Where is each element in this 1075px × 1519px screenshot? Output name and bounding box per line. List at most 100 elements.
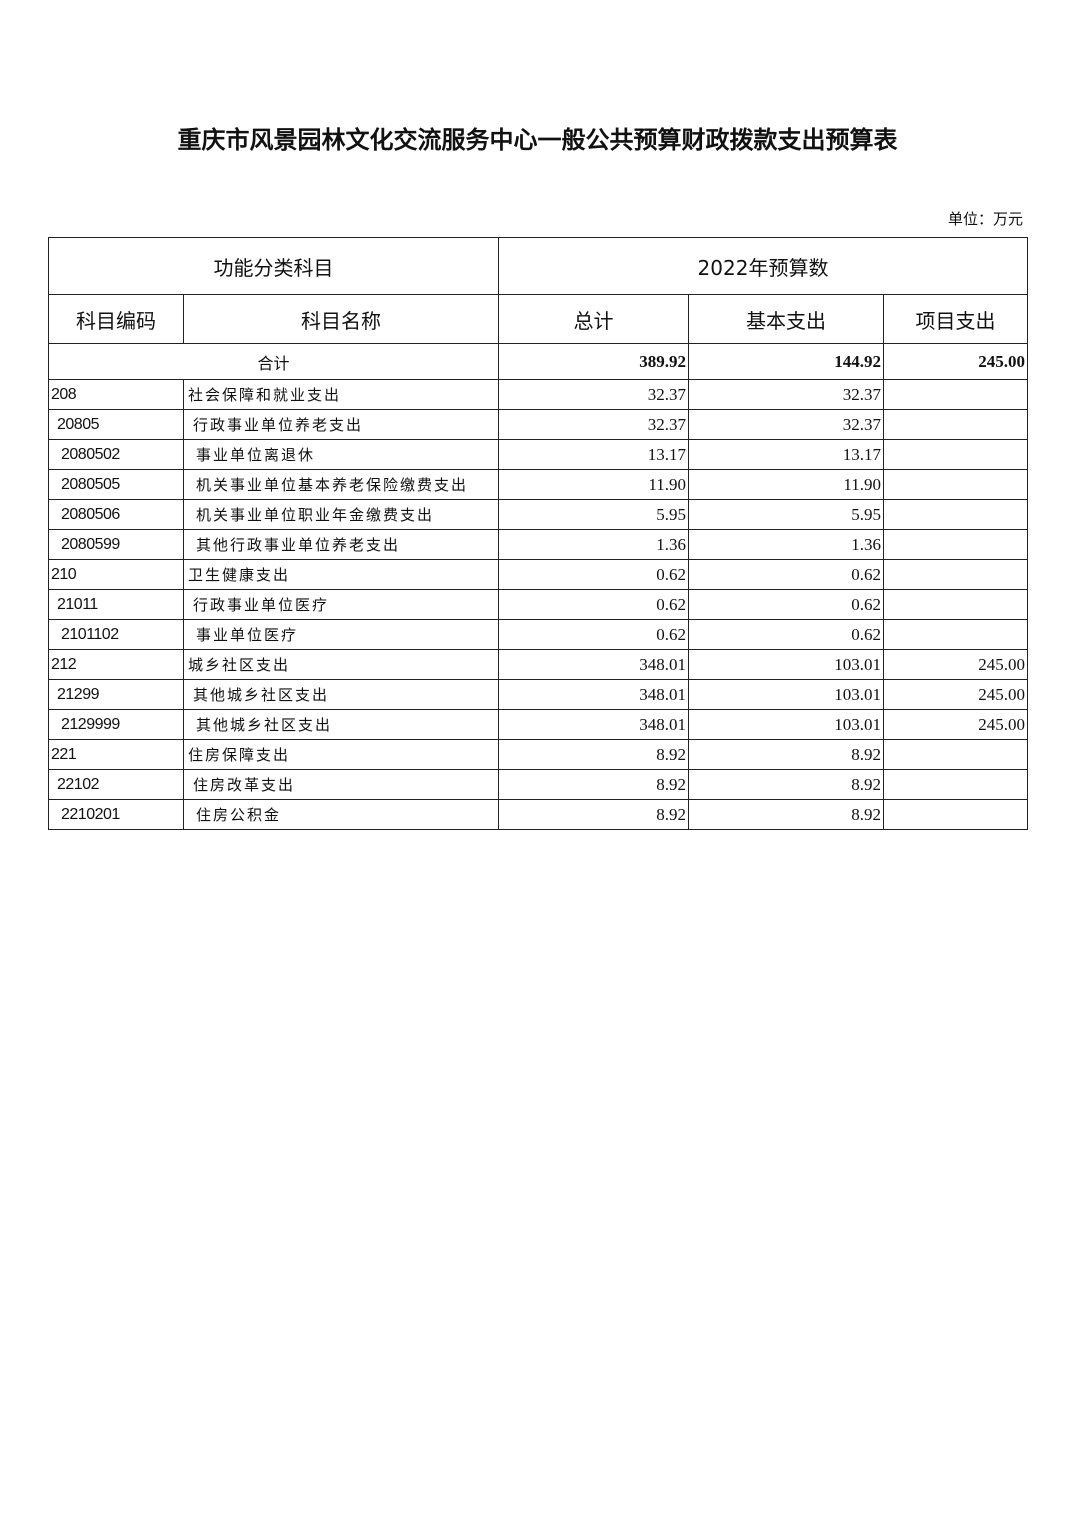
row-code: 21299 <box>48 679 184 710</box>
row-total: 1.36 <box>498 529 689 560</box>
row-total: 13.17 <box>498 439 689 470</box>
table-row: 2129999 其他城乡社区支出 348.01 103.01 245.00 <box>48 709 1029 740</box>
row-name: 社会保障和就业支出 <box>183 379 499 410</box>
row-total: 32.37 <box>498 379 689 410</box>
row-name: 机关事业单位职业年金缴费支出 <box>183 499 499 530</box>
header-name: 科目名称 <box>183 294 499 344</box>
row-basic: 0.62 <box>688 619 884 650</box>
unit-label: 单位：万元 <box>947 210 1023 228</box>
row-code: 2101102 <box>48 619 184 650</box>
row-project <box>882 379 1029 410</box>
total-total: 389.92 <box>498 343 689 380</box>
row-project <box>882 409 1029 440</box>
table-row: 2080506 机关事业单位职业年金缴费支出 5.95 5.95 <box>48 499 1029 530</box>
row-name: 行政事业单位养老支出 <box>183 409 499 440</box>
table-row: 208 社会保障和就业支出 32.37 32.37 <box>48 379 1029 410</box>
row-total: 8.92 <box>498 739 689 770</box>
budget-table: 功能分类科目 2022年预算数 科目编码 科目名称 总计 基本支出 项目支出 合… <box>48 237 1029 830</box>
table-row: 22102 住房改革支出 8.92 8.92 <box>48 769 1029 800</box>
header-functional-classification: 功能分类科目 <box>48 237 499 295</box>
row-project <box>882 589 1029 620</box>
row-project <box>882 529 1029 560</box>
row-name: 事业单位离退休 <box>183 439 499 470</box>
row-code: 2080506 <box>48 499 184 530</box>
row-basic: 0.62 <box>688 559 884 590</box>
row-total: 0.62 <box>498 589 689 620</box>
row-project <box>882 619 1029 650</box>
total-label: 合计 <box>48 343 499 380</box>
row-code: 20805 <box>48 409 184 440</box>
row-total: 348.01 <box>498 649 689 680</box>
row-basic: 11.90 <box>688 469 884 500</box>
row-total: 5.95 <box>498 499 689 530</box>
header-group-row: 功能分类科目 2022年预算数 <box>48 237 1029 295</box>
row-name: 其他城乡社区支出 <box>183 679 499 710</box>
row-code: 2080502 <box>48 439 184 470</box>
header-code: 科目编码 <box>48 294 184 344</box>
row-code: 221 <box>48 739 184 770</box>
row-basic: 0.62 <box>688 589 884 620</box>
row-basic: 8.92 <box>688 799 884 830</box>
table-row: 2210201 住房公积金 8.92 8.92 <box>48 799 1029 830</box>
row-total: 8.92 <box>498 769 689 800</box>
row-code: 2129999 <box>48 709 184 740</box>
row-basic: 103.01 <box>688 709 884 740</box>
row-project <box>882 799 1029 830</box>
table-row: 2080505 机关事业单位基本养老保险缴费支出 11.90 11.90 <box>48 469 1029 500</box>
row-code: 2080599 <box>48 529 184 560</box>
total-project: 245.00 <box>882 343 1029 380</box>
row-basic: 32.37 <box>688 409 884 440</box>
row-project <box>882 559 1029 590</box>
row-project <box>882 499 1029 530</box>
table-row: 2080502 事业单位离退休 13.17 13.17 <box>48 439 1029 470</box>
header-column-row: 科目编码 科目名称 总计 基本支出 项目支出 <box>48 294 1029 344</box>
row-name: 住房保障支出 <box>183 739 499 770</box>
row-project <box>882 739 1029 770</box>
row-basic: 32.37 <box>688 379 884 410</box>
row-code: 212 <box>48 649 184 680</box>
row-basic: 1.36 <box>688 529 884 560</box>
row-project <box>882 469 1029 500</box>
row-code: 21011 <box>48 589 184 620</box>
row-total: 348.01 <box>498 709 689 740</box>
row-name: 城乡社区支出 <box>183 649 499 680</box>
total-row: 合计 389.92 144.92 245.00 <box>48 343 1029 380</box>
row-name: 事业单位医疗 <box>183 619 499 650</box>
row-basic: 103.01 <box>688 679 884 710</box>
row-name: 住房公积金 <box>183 799 499 830</box>
row-project <box>882 439 1029 470</box>
table-row: 2080599 其他行政事业单位养老支出 1.36 1.36 <box>48 529 1029 560</box>
row-code: 22102 <box>48 769 184 800</box>
page-title: 重庆市风景园林文化交流服务中心一般公共预算财政拨款支出预算表 <box>177 126 898 154</box>
row-name: 其他行政事业单位养老支出 <box>183 529 499 560</box>
table-row: 2101102 事业单位医疗 0.62 0.62 <box>48 619 1029 650</box>
row-name: 住房改革支出 <box>183 769 499 800</box>
row-name: 机关事业单位基本养老保险缴费支出 <box>183 469 499 500</box>
row-total: 11.90 <box>498 469 689 500</box>
row-code: 2210201 <box>48 799 184 830</box>
row-total: 8.92 <box>498 799 689 830</box>
header-budget-2022: 2022年预算数 <box>497 237 1029 295</box>
row-total: 0.62 <box>498 559 689 590</box>
row-basic: 13.17 <box>688 439 884 470</box>
row-total: 348.01 <box>498 679 689 710</box>
row-basic: 5.95 <box>688 499 884 530</box>
row-basic: 8.92 <box>688 769 884 800</box>
row-project <box>882 769 1029 800</box>
row-code: 208 <box>48 379 184 410</box>
row-basic: 8.92 <box>688 739 884 770</box>
table-row: 20805 行政事业单位养老支出 32.37 32.37 <box>48 409 1029 440</box>
row-name: 行政事业单位医疗 <box>183 589 499 620</box>
row-project: 245.00 <box>882 679 1029 710</box>
total-basic: 144.92 <box>688 343 884 380</box>
row-code: 2080505 <box>48 469 184 500</box>
table-row: 221 住房保障支出 8.92 8.92 <box>48 739 1029 770</box>
row-name: 卫生健康支出 <box>183 559 499 590</box>
row-total: 0.62 <box>498 619 689 650</box>
row-code: 210 <box>48 559 184 590</box>
row-name: 其他城乡社区支出 <box>183 709 499 740</box>
row-project: 245.00 <box>882 649 1029 680</box>
row-project: 245.00 <box>882 709 1029 740</box>
header-project: 项目支出 <box>882 294 1029 344</box>
row-basic: 103.01 <box>688 649 884 680</box>
